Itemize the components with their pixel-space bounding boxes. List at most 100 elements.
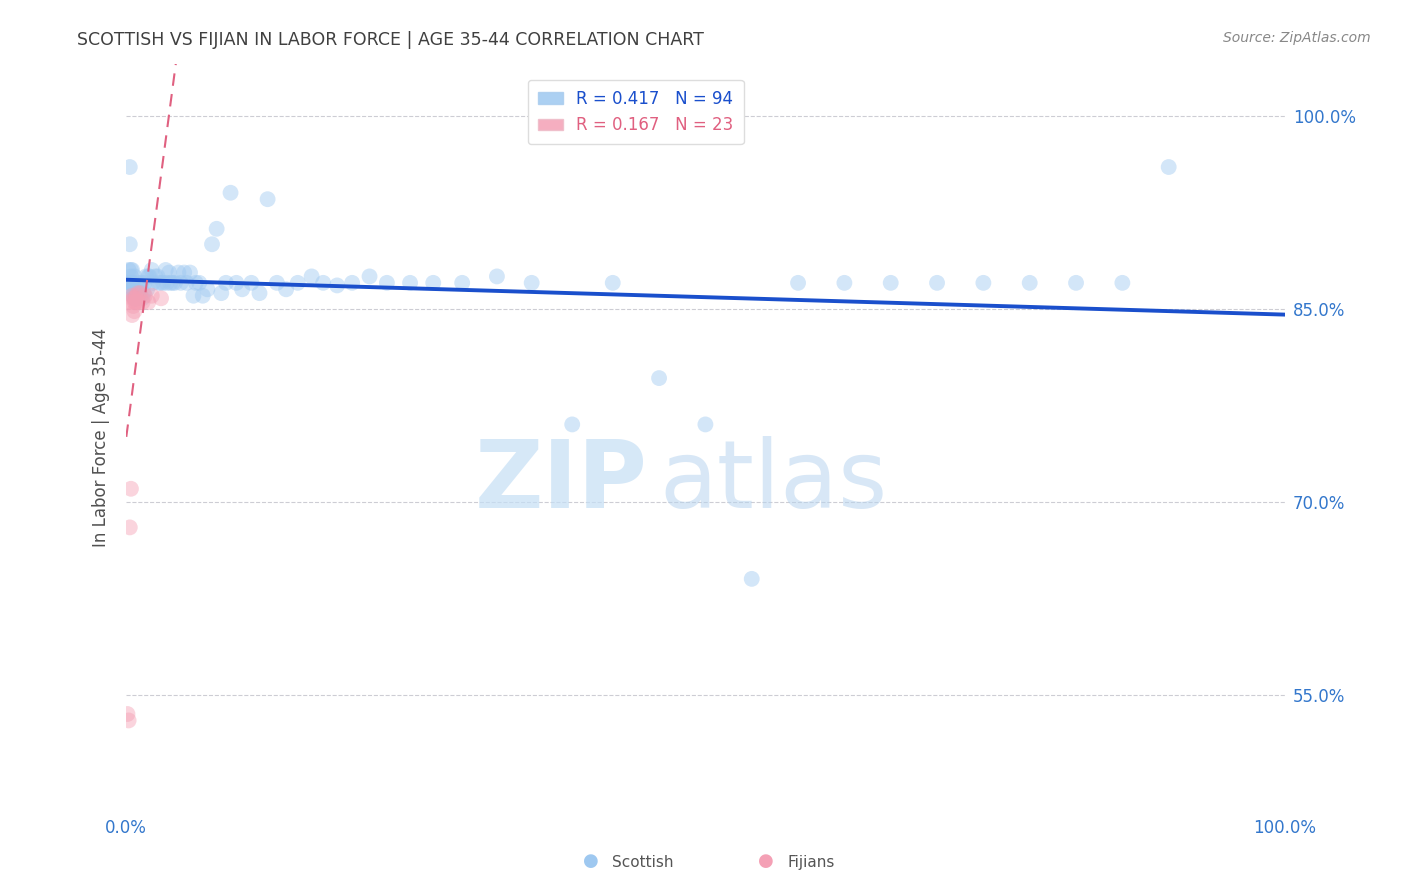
Point (451, 276, 474, 290)
Point (167, 266, 190, 280)
Point (176, 276, 198, 290)
Text: SCOTTISH VS FIJIAN IN LABOR FORCE | AGE 35-44 CORRELATION CHART: SCOTTISH VS FIJIAN IN LABOR FORCE | AGE … (77, 31, 704, 49)
Point (124, 295, 146, 310)
Point (122, 276, 145, 290)
Point (195, 282, 218, 296)
Point (191, 289, 214, 303)
Point (150, 276, 173, 290)
Point (340, 276, 363, 290)
Point (124, 286, 146, 301)
Point (205, 221, 228, 235)
Point (127, 289, 149, 303)
Point (162, 276, 184, 290)
Point (880, 276, 903, 290)
Point (124, 291, 146, 305)
Point (485, 269, 508, 284)
Point (156, 276, 179, 290)
Point (561, 417, 583, 432)
Point (159, 276, 181, 290)
Point (127, 276, 149, 290)
Point (120, 269, 142, 284)
Point (1111, 276, 1133, 290)
Point (173, 266, 195, 280)
Point (1064, 276, 1087, 290)
Text: ZIP: ZIP (475, 436, 648, 528)
Point (134, 276, 156, 290)
Point (122, 282, 145, 296)
Point (312, 276, 335, 290)
Point (276, 282, 298, 296)
Point (125, 289, 148, 303)
Point (121, 289, 143, 303)
Point (183, 289, 205, 303)
Point (124, 269, 146, 284)
Point (266, 276, 288, 290)
Point (125, 282, 148, 296)
Point (124, 286, 146, 301)
Point (787, 276, 810, 290)
Point (375, 276, 398, 290)
Text: ●: ● (758, 852, 775, 870)
Point (128, 286, 150, 301)
Point (287, 276, 309, 290)
Point (184, 276, 207, 290)
Point (121, 276, 143, 290)
Point (118, 520, 141, 534)
Point (127, 295, 149, 310)
Point (138, 269, 160, 284)
Point (152, 276, 174, 290)
Point (124, 295, 146, 310)
Point (188, 276, 211, 290)
Point (179, 266, 201, 280)
Point (602, 276, 624, 290)
Legend: R = 0.417   N = 94, R = 0.167   N = 23: R = 0.417 N = 94, R = 0.167 N = 23 (529, 80, 744, 145)
Point (359, 269, 381, 284)
Point (163, 276, 186, 290)
Point (834, 276, 856, 290)
Point (118, 276, 141, 290)
Point (117, 276, 139, 290)
Point (132, 286, 155, 301)
Point (201, 237, 224, 252)
Point (301, 269, 323, 284)
Point (143, 269, 166, 284)
Point (124, 291, 146, 305)
Point (326, 278, 349, 293)
Point (125, 295, 148, 310)
Text: Source: ZipAtlas.com: Source: ZipAtlas.com (1223, 31, 1371, 45)
Point (155, 263, 177, 277)
Y-axis label: In Labor Force | Age 35-44: In Labor Force | Age 35-44 (93, 327, 110, 547)
Point (1157, 160, 1180, 174)
Point (122, 289, 145, 303)
Point (1018, 276, 1040, 290)
Point (121, 263, 143, 277)
Point (122, 299, 145, 313)
Point (118, 160, 141, 174)
Point (118, 295, 141, 310)
Point (125, 291, 148, 305)
Point (170, 276, 193, 290)
Text: ●: ● (582, 852, 599, 870)
Point (129, 286, 152, 301)
Point (136, 295, 159, 310)
Point (131, 291, 153, 305)
Point (150, 291, 173, 305)
Text: Fijians: Fijians (787, 855, 835, 870)
Point (121, 282, 143, 296)
Point (117, 714, 139, 728)
Point (135, 269, 157, 284)
Point (399, 276, 422, 290)
Point (122, 291, 145, 305)
Point (215, 276, 238, 290)
Point (131, 295, 153, 310)
Point (129, 289, 152, 303)
Point (117, 706, 139, 721)
Point (136, 282, 159, 296)
Point (146, 269, 169, 284)
Point (231, 282, 253, 296)
Point (148, 276, 170, 290)
Point (131, 276, 153, 290)
Text: atlas: atlas (659, 436, 887, 528)
Point (118, 237, 141, 252)
Point (127, 286, 149, 301)
